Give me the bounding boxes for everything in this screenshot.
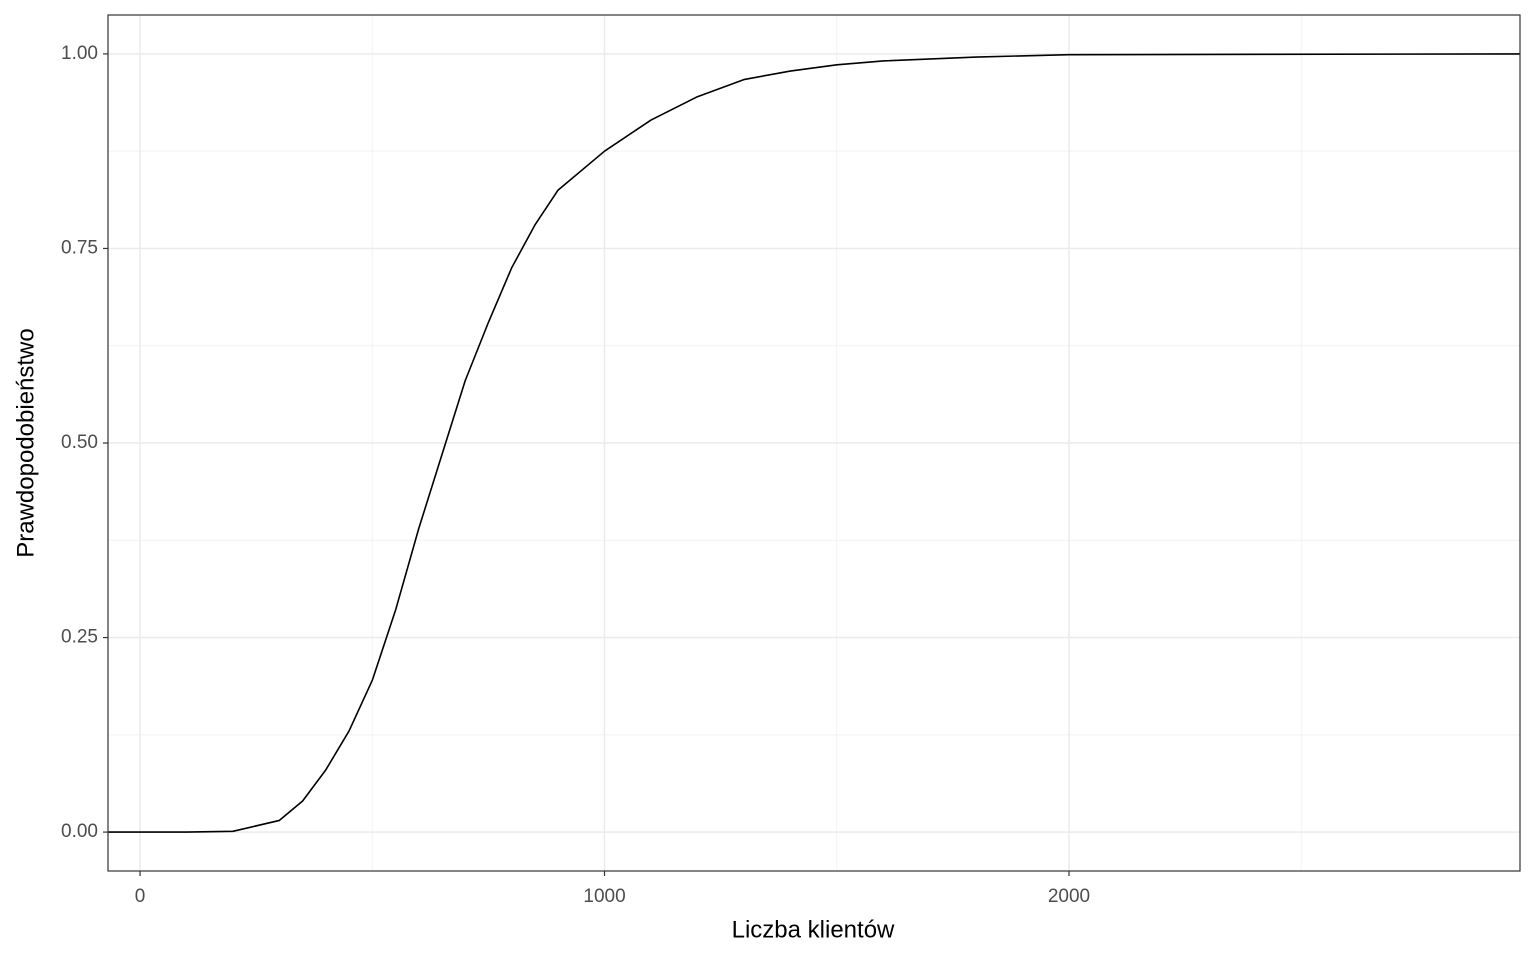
grid [108,15,1520,871]
y-tick-label: 0.50 [61,432,98,453]
line [108,53,1521,833]
x-tick-label: 2000 [1048,886,1090,907]
x-tick-label: 0 [135,886,146,907]
plot [108,53,1521,833]
y-tick-label: 0.75 [61,237,98,258]
y-tick-label: 0.25 [61,627,98,648]
y-tick-label: 1.00 [61,43,98,64]
x-tick-label: 1000 [583,886,625,907]
y-axis-title: Prawdopodobieństwo [12,328,39,558]
x-axis-title: Liczba klientów [732,916,895,943]
y-tick-label: 0.00 [61,821,98,842]
